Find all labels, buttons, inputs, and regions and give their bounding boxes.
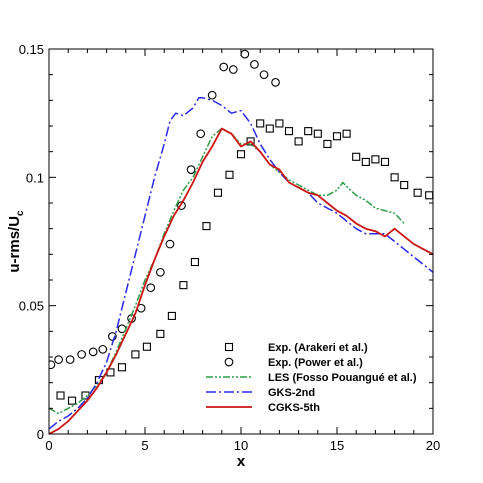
data-point-square bbox=[332, 132, 342, 141]
x-axis-label: x bbox=[237, 453, 246, 470]
series-cgks-5th bbox=[49, 127, 433, 434]
legend-marker-circle bbox=[224, 357, 234, 367]
data-point-square bbox=[265, 124, 274, 133]
data-point-circle bbox=[88, 347, 98, 357]
data-point-square bbox=[236, 150, 246, 159]
data-point-circle bbox=[146, 283, 156, 293]
series-line bbox=[49, 127, 433, 434]
legend-label: Exp. (Arakeri et al.) bbox=[268, 342, 368, 354]
legend-label: Exp. (Power et al.) bbox=[268, 357, 363, 369]
data-point-square bbox=[380, 157, 390, 166]
legend-item: GKS-2nd bbox=[206, 387, 315, 399]
legend-label: GKS-2nd bbox=[268, 387, 315, 399]
data-point-circle bbox=[49, 360, 56, 370]
legend-item: CGKS-5th bbox=[206, 402, 320, 414]
data-point-square bbox=[67, 396, 77, 405]
data-point-square bbox=[275, 119, 284, 128]
data-point-circle bbox=[271, 78, 280, 87]
series-layer bbox=[49, 49, 433, 434]
data-point-circle bbox=[259, 70, 269, 80]
data-point-square bbox=[156, 329, 165, 338]
data-point-square bbox=[304, 127, 313, 136]
y-axis-label: u-rms/Uc bbox=[6, 210, 26, 273]
tick-layer: 0 5 10 15 20 0 0.05 0.1 0.15 bbox=[19, 42, 441, 453]
y-tick-label: 0.05 bbox=[19, 299, 44, 314]
x-tick-label: 15 bbox=[330, 438, 344, 453]
legend: Exp. (Arakeri et al.) Exp. (Power et al.)… bbox=[206, 342, 417, 414]
data-point-square bbox=[256, 119, 265, 128]
data-point-square bbox=[313, 129, 322, 138]
data-point-circle bbox=[240, 49, 250, 59]
y-tick-label: 0.1 bbox=[26, 170, 44, 185]
y-axis-label-main: u-rms/U bbox=[6, 216, 23, 273]
data-point-circle bbox=[219, 62, 229, 72]
data-point-square bbox=[323, 139, 332, 149]
y-tick-label: 0 bbox=[37, 427, 44, 442]
legend-label: CGKS-5th bbox=[268, 402, 320, 414]
data-point-square bbox=[56, 391, 65, 400]
data-point-circle bbox=[250, 60, 259, 69]
data-point-circle bbox=[77, 350, 86, 359]
data-point-circle bbox=[207, 90, 217, 100]
data-point-square bbox=[131, 350, 140, 359]
data-point-square bbox=[167, 311, 176, 320]
data-point-square bbox=[81, 391, 90, 400]
data-point-circle bbox=[186, 165, 196, 174]
series-gks-2nd bbox=[49, 97, 433, 430]
data-point-square bbox=[190, 257, 199, 267]
y-axis-label-subscript: c bbox=[15, 210, 26, 216]
data-point-circle bbox=[156, 267, 165, 277]
data-point-square bbox=[413, 188, 422, 197]
data-point-square bbox=[352, 152, 361, 161]
data-point-square bbox=[425, 191, 433, 200]
data-point-square bbox=[142, 342, 151, 351]
data-point-square bbox=[179, 281, 188, 290]
series-line bbox=[49, 97, 433, 430]
data-point-square bbox=[117, 363, 127, 372]
data-point-circle bbox=[108, 332, 117, 341]
data-point-square bbox=[246, 137, 255, 146]
data-point-square bbox=[202, 222, 211, 231]
data-point-square bbox=[390, 173, 399, 182]
data-point-circle bbox=[98, 344, 108, 354]
data-point-circle bbox=[54, 355, 63, 364]
data-point-square bbox=[284, 127, 294, 136]
data-point-circle bbox=[165, 239, 175, 249]
data-point-square bbox=[225, 170, 234, 179]
x-tick-label: 10 bbox=[234, 438, 248, 453]
x-tick-label: 0 bbox=[45, 438, 52, 453]
legend-item: LES (Fosso Pouangué et al.) bbox=[206, 372, 417, 384]
legend-marker-square bbox=[224, 342, 234, 352]
data-point-square bbox=[400, 180, 409, 190]
legend-item: Exp. (Power et al.) bbox=[224, 357, 363, 369]
series-exp-power-et-al bbox=[49, 49, 280, 370]
data-point-square bbox=[361, 157, 370, 166]
data-point-circle bbox=[65, 355, 75, 364]
legend-label: LES (Fosso Pouangué et al.) bbox=[268, 372, 417, 384]
legend-item: Exp. (Arakeri et al.) bbox=[224, 342, 368, 354]
x-tick-label: 20 bbox=[426, 438, 440, 453]
data-point-circle bbox=[228, 65, 238, 74]
data-point-square bbox=[371, 155, 380, 164]
data-point-circle bbox=[196, 129, 206, 139]
data-point-square bbox=[213, 188, 223, 197]
x-tick-label: 5 bbox=[141, 438, 148, 453]
data-point-square bbox=[294, 137, 303, 146]
y-tick-label: 0.15 bbox=[19, 42, 44, 57]
data-point-circle bbox=[177, 201, 186, 210]
data-point-square bbox=[342, 129, 351, 138]
